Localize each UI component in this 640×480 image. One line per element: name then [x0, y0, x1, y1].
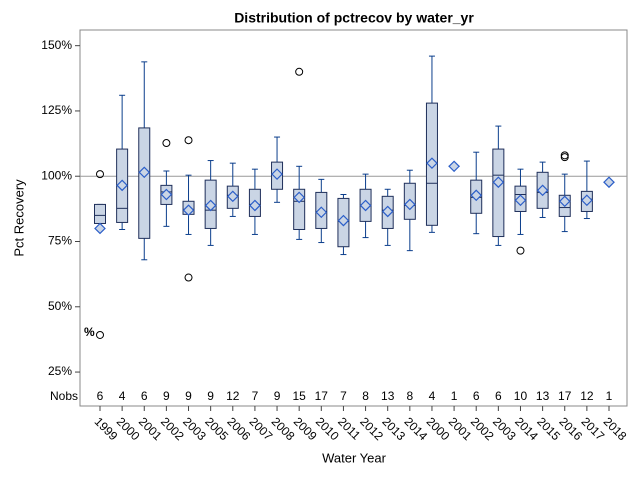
nobs-value: 12 — [580, 389, 594, 403]
box — [492, 148, 505, 238]
y-tick-label: 50% — [48, 299, 72, 313]
nobs-value: 9 — [274, 389, 281, 403]
mean-marker — [315, 206, 328, 219]
nobs-value: 13 — [381, 389, 395, 403]
mean-marker — [94, 222, 106, 235]
nobs-value: 4 — [119, 389, 126, 403]
nobs-value: 7 — [340, 389, 347, 403]
nobs-value: 8 — [362, 389, 369, 403]
nobs-value: 9 — [185, 389, 192, 403]
mean-marker — [581, 194, 593, 207]
outlier — [96, 330, 104, 339]
mean-marker — [536, 184, 549, 197]
box — [293, 188, 306, 230]
mean-marker — [249, 199, 261, 212]
mean-marker — [359, 199, 372, 212]
nobs-value: 6 — [141, 389, 148, 403]
box — [94, 203, 106, 224]
mean-marker — [448, 160, 460, 173]
nobs-value: 17 — [315, 389, 329, 403]
mean-marker — [116, 179, 128, 192]
outlier — [184, 136, 193, 145]
mean-marker — [470, 189, 483, 202]
outlier — [560, 153, 569, 162]
mean-marker — [337, 214, 350, 227]
nobs-value: 6 — [97, 389, 104, 403]
annotation: % — [84, 325, 95, 339]
nobs-value: 15 — [292, 389, 306, 403]
nobs-value: 1 — [451, 389, 458, 403]
mean-marker — [492, 176, 505, 189]
y-tick-label: 125% — [41, 103, 72, 117]
nobs-value: 9 — [207, 389, 214, 403]
nobs-value: 6 — [495, 389, 502, 403]
nobs-value: 9 — [163, 389, 170, 403]
mean-marker — [271, 168, 283, 180]
y-axis-label: Pct Recovery — [11, 179, 26, 257]
mean-marker — [514, 194, 527, 207]
outlier — [184, 273, 193, 282]
y-tick-label: 150% — [41, 38, 72, 52]
outlier — [96, 170, 104, 179]
mean-marker — [403, 198, 416, 211]
nobs-value: 7 — [252, 389, 259, 403]
nobs-value: 10 — [514, 389, 528, 403]
y-tick-label: 75% — [48, 234, 72, 248]
nobs-value: 6 — [473, 389, 480, 403]
chart-title: Distribution of pctrecov by water_yr — [234, 10, 474, 26]
mean-marker — [182, 204, 195, 217]
mean-marker — [226, 190, 239, 203]
mean-marker — [204, 199, 217, 212]
mean-marker — [293, 191, 306, 204]
plot-frame — [79, 29, 628, 407]
mean-marker — [160, 188, 173, 201]
outlier — [162, 139, 171, 148]
nobs-value: 8 — [406, 389, 413, 403]
nobs-label: Nobs — [50, 389, 78, 403]
box — [138, 127, 151, 239]
mean-marker — [558, 195, 571, 208]
nobs-value: 12 — [226, 389, 240, 403]
y-tick-label: 25% — [48, 364, 72, 378]
outlier — [516, 246, 525, 255]
mean-marker — [603, 176, 615, 189]
nobs-value: 17 — [558, 389, 572, 403]
outlier — [295, 67, 304, 76]
x-axis-label: Water Year — [322, 450, 387, 465]
y-tick-label: 100% — [41, 168, 72, 182]
mean-marker — [426, 157, 438, 170]
nobs-value: 13 — [536, 389, 550, 403]
nobs-value: 1 — [606, 389, 613, 403]
mean-marker — [381, 205, 394, 218]
nobs-value: 4 — [429, 389, 436, 403]
mean-marker — [138, 166, 151, 179]
